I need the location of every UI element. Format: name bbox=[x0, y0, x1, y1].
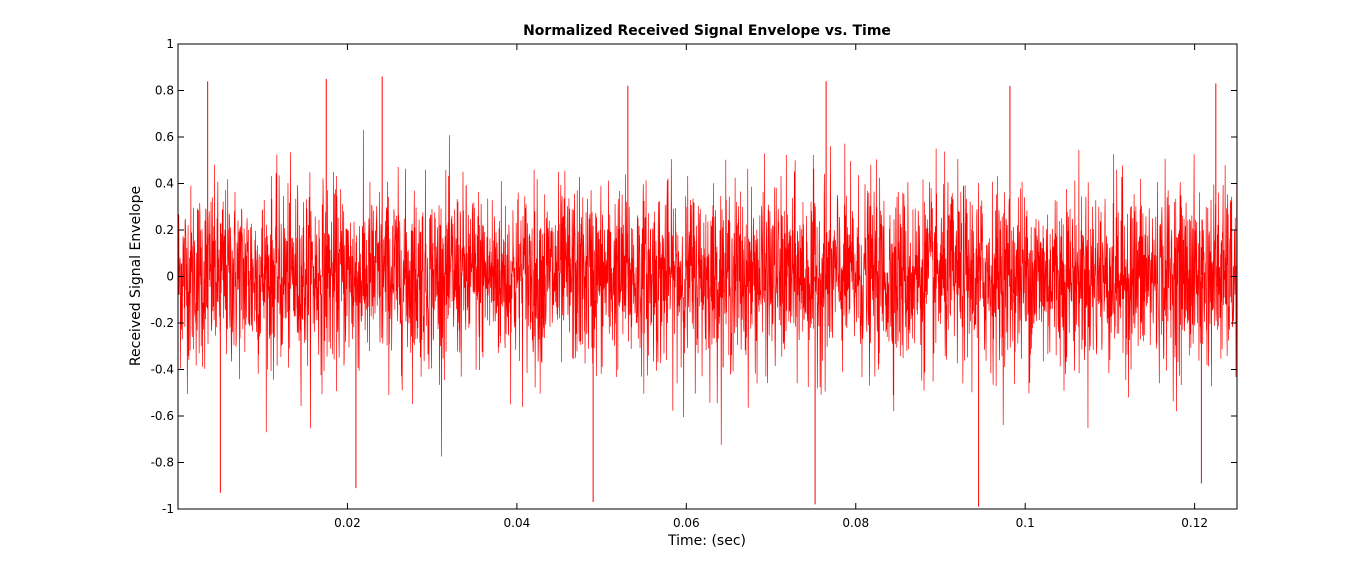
y-tick-label: 1 bbox=[166, 37, 174, 51]
x-tick-label: 0.02 bbox=[334, 516, 361, 530]
x-tick-label: 0.12 bbox=[1181, 516, 1208, 530]
y-tick-label: 0 bbox=[166, 270, 174, 284]
x-tick-label: 0.1 bbox=[1016, 516, 1035, 530]
y-tick-label: -0.6 bbox=[151, 409, 174, 423]
signal-series bbox=[177, 76, 1238, 507]
y-tick-label: 0.4 bbox=[155, 177, 174, 191]
x-tick-label: 0.06 bbox=[673, 516, 700, 530]
chart-title: Normalized Received Signal Envelope vs. … bbox=[523, 23, 891, 39]
axis-tick-labels: 0.02 0.04 0.06 0.08 0.1 0.12 -1 -0.8 -0.6 -0.4 -0.… bbox=[151, 37, 1208, 530]
y-axis-label: Received Signal Envelope bbox=[128, 186, 144, 366]
y-tick-label: 0.8 bbox=[155, 84, 174, 98]
x-tick-label: 0.04 bbox=[504, 516, 531, 530]
signal-line bbox=[177, 129, 1238, 457]
axis-ticks bbox=[178, 43, 1237, 510]
y-tick-label: 0.6 bbox=[155, 130, 174, 144]
y-tick-label: -1 bbox=[162, 502, 174, 516]
y-tick-label: -0.4 bbox=[151, 363, 174, 377]
x-tick-label: 0.08 bbox=[842, 516, 869, 530]
y-tick-label: 0.2 bbox=[155, 223, 174, 237]
y-tick-label: -0.2 bbox=[151, 316, 174, 330]
x-axis-label: Time: (sec) bbox=[667, 533, 746, 549]
y-tick-label: -0.8 bbox=[151, 456, 174, 470]
